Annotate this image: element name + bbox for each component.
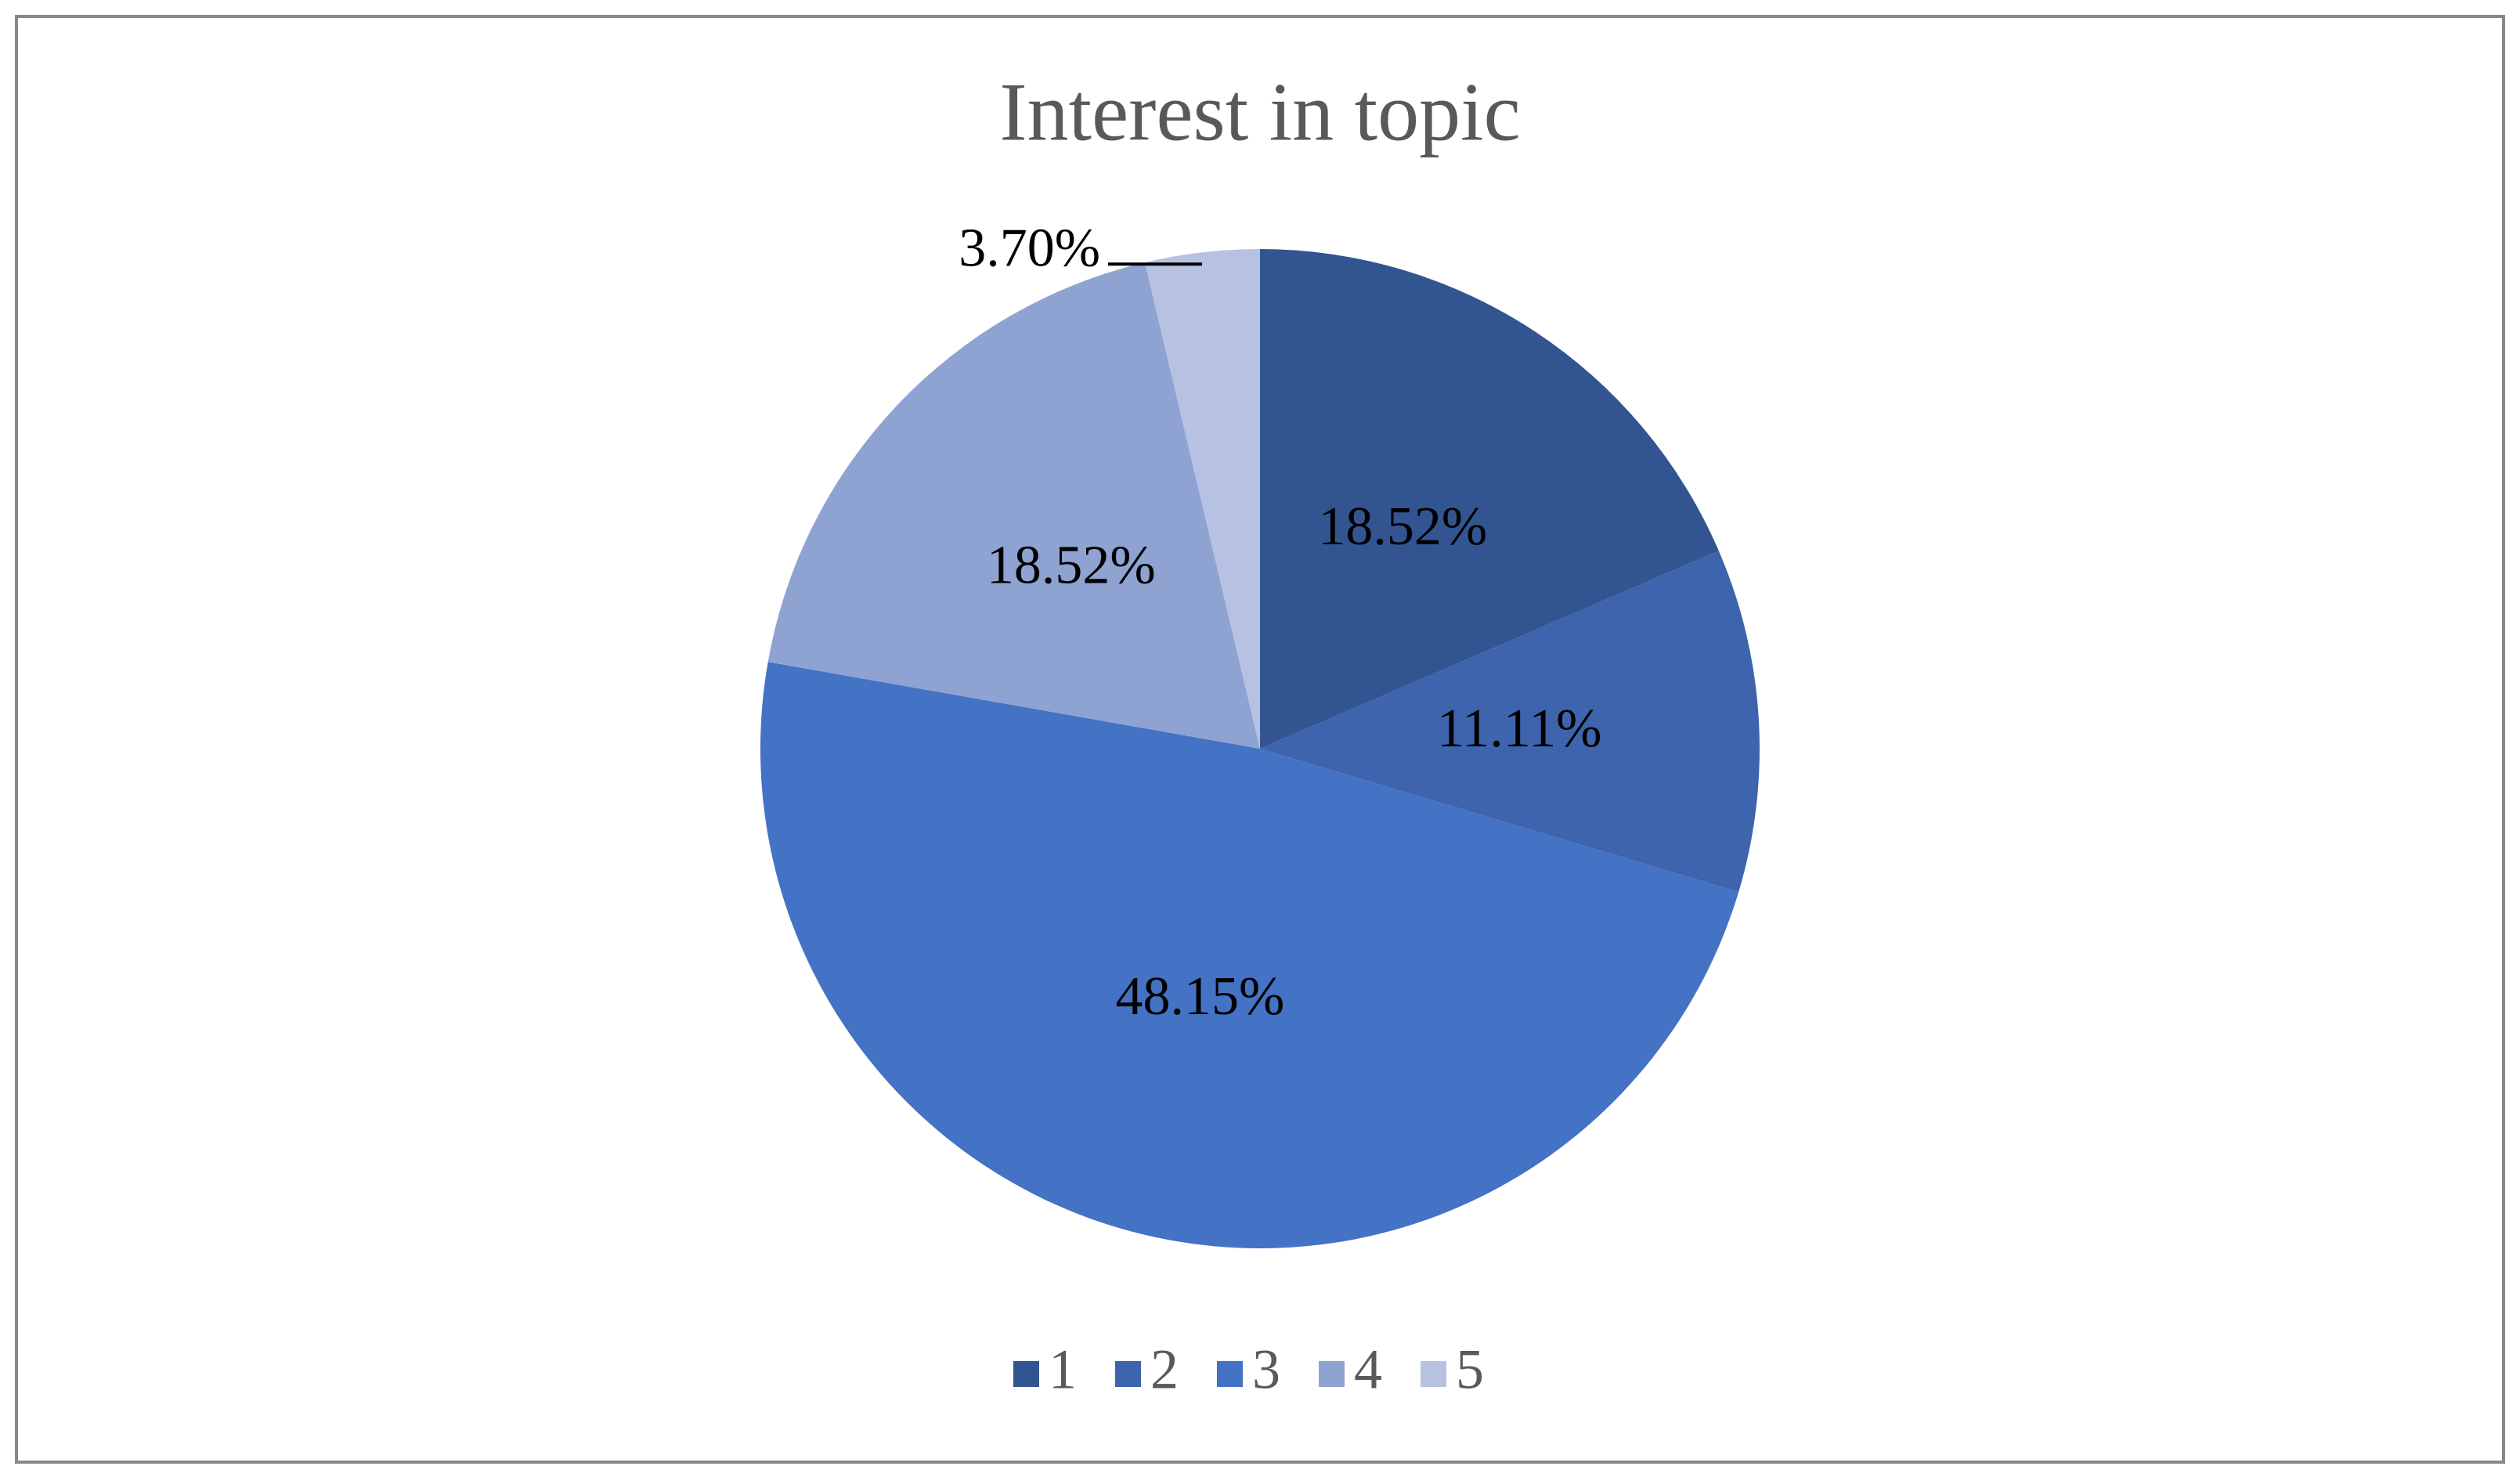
pie-slice [767,262,1260,749]
data-label: 18.52% [987,535,1156,595]
legend-label: 2 [1150,1338,1179,1401]
chart-title: Interest in topic [999,66,1520,157]
data-label: 3.70% [959,218,1100,278]
legend-swatch [1115,1361,1141,1387]
legend-label: 5 [1456,1338,1484,1401]
data-label: 18.52% [1318,497,1487,557]
legend-label: 3 [1252,1338,1280,1401]
pie-slice [760,662,1739,1248]
legend-swatch [1421,1361,1446,1387]
pie-slice [1260,551,1760,892]
pie-slice [1145,249,1260,749]
legend-swatch [1013,1361,1039,1387]
legend-label: 1 [1049,1338,1077,1401]
pie-slice [1260,249,1719,749]
legend-swatch [1217,1361,1243,1387]
data-label: 48.15% [1116,966,1285,1027]
legend-label: 4 [1354,1338,1382,1401]
data-label: 11.11% [1437,699,1602,759]
legend-swatch [1319,1361,1345,1387]
